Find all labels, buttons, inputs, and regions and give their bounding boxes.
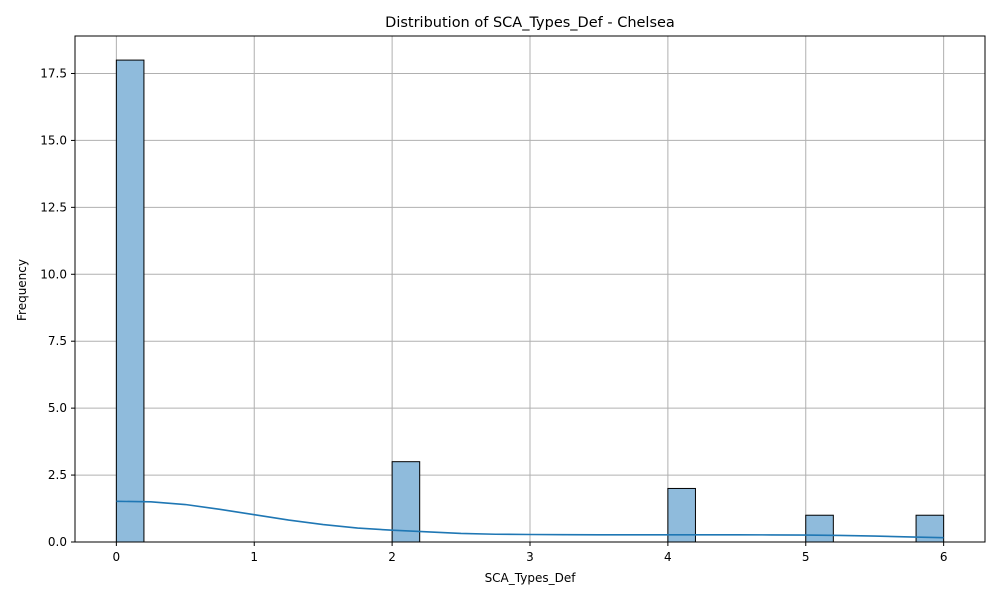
x-tick-label: 2 — [388, 550, 396, 564]
x-tick-label: 3 — [526, 550, 534, 564]
y-tick-label: 0.0 — [48, 535, 67, 549]
axis-ticks: 0 1 2 3 4 5 6 0.0 2.5 5.0 7.5 10.0 12.5 15.0 17.5 — [40, 66, 947, 564]
x-tick-label: 1 — [250, 550, 258, 564]
x-tick-label: 5 — [802, 550, 810, 564]
kde-line — [116, 500, 944, 539]
histogram-bar — [391, 461, 421, 543]
x-axis-label: SCA_Types_Def — [485, 571, 577, 585]
y-tick-label: 7.5 — [48, 334, 67, 348]
grid-lines — [75, 36, 985, 543]
histogram-bar — [805, 514, 834, 543]
y-tick-label: 17.5 — [40, 66, 67, 80]
histogram-bar — [115, 59, 145, 543]
histogram-bar — [667, 487, 696, 543]
chart-title: Distribution of SCA_Types_Def - Chelsea — [385, 15, 675, 31]
x-tick-label: 6 — [940, 550, 948, 564]
histogram-bars — [115, 59, 945, 543]
y-tick-label: 5.0 — [48, 401, 67, 415]
y-tick-label: 10.0 — [40, 267, 67, 281]
x-tick-label: 0 — [113, 550, 121, 564]
y-tick-label: 15.0 — [40, 133, 67, 147]
kde-curve-group — [116, 500, 944, 539]
y-axis-label: Frequency — [15, 259, 29, 321]
x-tick-label: 4 — [664, 550, 672, 564]
y-tick-label: 2.5 — [48, 468, 67, 482]
y-tick-label: 12.5 — [40, 200, 67, 214]
